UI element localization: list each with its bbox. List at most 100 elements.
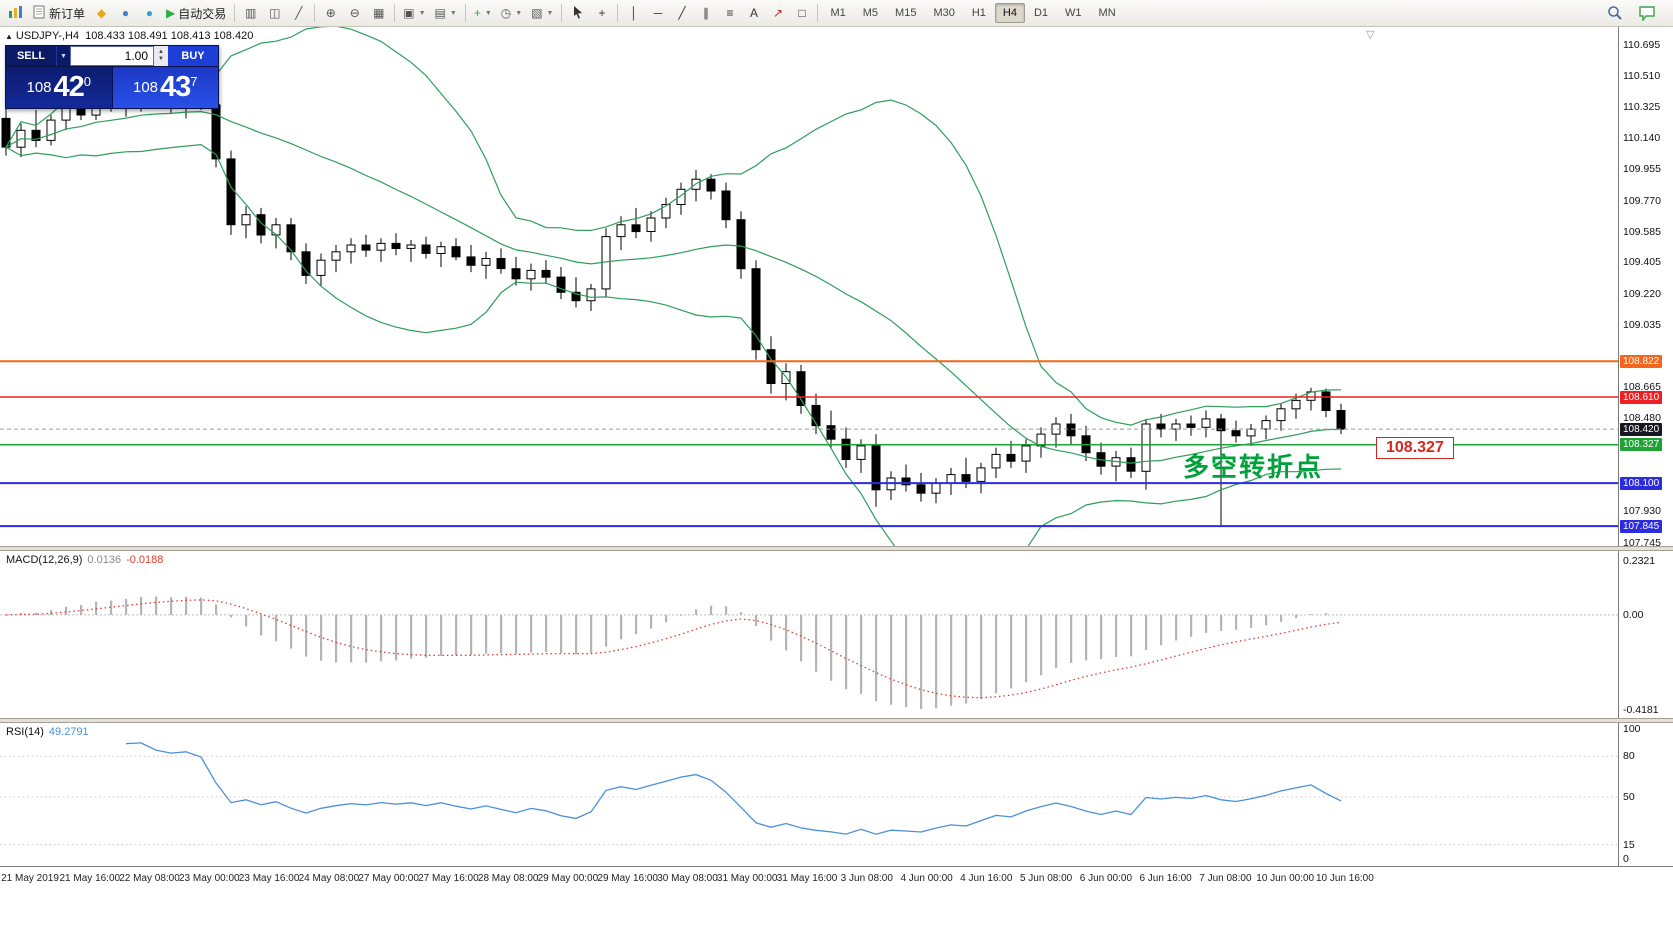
time-tick: 10 Jun 16:00 (1315, 873, 1374, 884)
profiles-button[interactable]: ▤ ▼ (431, 2, 461, 24)
buy-price-button[interactable]: 108 43 7 (111, 67, 218, 108)
volume-input[interactable]: 1.00 (70, 46, 154, 66)
zoom-out-button[interactable]: ⊖ (343, 2, 366, 24)
price-level-tag: 108.327 (1620, 438, 1663, 452)
macd-tick: 0.00 (1623, 608, 1644, 621)
indicators-button[interactable]: + ▼ (470, 2, 496, 24)
crosshair-icon: + (598, 6, 606, 20)
profiles-icon: ▤ (434, 6, 446, 20)
toolbar-right-icons (1603, 2, 1669, 24)
price-tick: 109.585 (1623, 225, 1661, 238)
volume-stepper[interactable]: ▲ ▼ (154, 46, 168, 66)
timeframe-w1[interactable]: W1 (1065, 7, 1082, 19)
tile-windows-button[interactable]: ▦ (367, 2, 390, 24)
one-click-trading-panel: SELL ▼ 1.00 ▲ ▼ BUY 108 42 0 108 43 7 (5, 45, 219, 109)
timeframe-m30[interactable]: M30 (933, 7, 955, 19)
macd-chart[interactable] (0, 551, 1618, 718)
time-tick: 6 Jun 16:00 (1139, 873, 1192, 884)
chart-window[interactable]: ▲ USDJPY-,H4 108.433 108.491 108.413 108.4… (0, 27, 1673, 546)
cursor-button[interactable] (566, 2, 589, 24)
price-tick: 109.405 (1623, 256, 1661, 269)
time-tick: 6 Jun 00:00 (1079, 873, 1133, 884)
text-button[interactable]: A (742, 2, 765, 24)
rsi-chart[interactable] (0, 723, 1618, 866)
search-icon[interactable] (1603, 2, 1627, 24)
trendline-icon: ╱ (678, 6, 686, 20)
zoom-in-button[interactable]: ⊕ (319, 2, 342, 24)
templates-button[interactable]: ▧ ▼ (527, 2, 557, 24)
autotrading-icon: ▶ (166, 6, 176, 20)
shapes-button[interactable]: □ (790, 2, 813, 24)
rsi-axis[interactable]: 100 80 50 15 0 (1618, 723, 1673, 866)
timeframe-m5[interactable]: M5 (862, 7, 879, 19)
rsi-panel[interactable]: RSI(14) 49.2791 100 80 50 15 0 (0, 723, 1673, 866)
new-chart-button[interactable]: ▣ ▼ (399, 2, 429, 24)
macd-axis[interactable]: 0.2321 0.00 -0.4181 (1618, 551, 1673, 718)
bars-chart-button[interactable]: ▥ (239, 2, 262, 24)
price-tick: 110.695 (1623, 38, 1661, 51)
price-callout-label: 108.327 (1376, 437, 1454, 459)
time-tick: 29 May 16:00 (597, 873, 658, 884)
fibonacci-button[interactable]: ≡ (718, 2, 741, 24)
toolbar-separator (464, 4, 466, 22)
time-tick: 3 Jun 08:00 (840, 873, 893, 884)
rsi-tick: 15 (1623, 838, 1635, 851)
panel-divider[interactable] (0, 718, 1673, 723)
channel-button[interactable]: ∥ (694, 2, 717, 24)
price-tick: 110.510 (1623, 69, 1661, 82)
time-tick: 21 May 16:00 (59, 873, 121, 884)
sell-price-button[interactable]: 108 42 0 (6, 67, 112, 108)
arrows-button[interactable]: ↗ (766, 2, 789, 24)
sell-price-pips: 42 (53, 71, 85, 104)
periods-button[interactable]: ◷ ▼ (497, 2, 526, 24)
vertical-line-button[interactable]: │ (622, 2, 645, 24)
navigator-icon-icon: ● (145, 6, 154, 20)
crosshair-button[interactable]: + (590, 2, 613, 24)
time-tick: 27 May 16:00 (418, 873, 479, 884)
timeframe-h1[interactable]: H1 (971, 7, 986, 19)
rsi-tick: 50 (1623, 791, 1635, 803)
sell-button[interactable]: SELL (6, 46, 56, 66)
new-order-button[interactable]: 新订单 (29, 2, 89, 24)
macd-panel[interactable]: MACD(12,26,9) 0.0136 -0.0188 0.2321 0.00 -0.… (0, 551, 1673, 718)
time-tick: 10 Jun 00:00 (1256, 873, 1315, 884)
chevron-down-icon: ▼ (546, 9, 554, 17)
buy-price-point: 7 (190, 74, 198, 89)
macd-value: 0.0136 (87, 554, 122, 566)
rsi-tick: 0 (1623, 853, 1629, 865)
macd-signal-value: -0.0188 (126, 554, 164, 566)
sell-dropdown-icon[interactable]: ▼ (56, 46, 70, 66)
terminal-logo-icon[interactable] (4, 2, 28, 24)
horizontal-line-icon: ─ (653, 6, 663, 20)
timeframe-m1[interactable]: M1 (830, 7, 846, 19)
buy-button[interactable]: BUY (168, 46, 218, 66)
candles-chart-button[interactable]: ◫ (263, 2, 286, 24)
navigator-icon[interactable]: ● (138, 2, 161, 24)
trade-panel-top-row: SELL ▼ 1.00 ▲ ▼ BUY (6, 46, 218, 67)
timeframe-m15[interactable]: M15 (895, 7, 917, 19)
main-toolbar: 新订单 ◆ ● ● ▶ 自动交易 ▥ ◫ ╱ ⊕ ⊖ ▦ ▣ ▼ ▤ ▼ + ▼ ◷ ▼ ▧ ▼ + │ ─ ╱ ∥ ≡ A ↗ □ M1 M5… (0, 0, 1673, 27)
time-tick: 23 May 16:00 (238, 873, 300, 884)
time-axis[interactable]: 21 May 2019 21 May 16:00 22 May 08:00 23 Ma… (0, 866, 1673, 892)
profile-icon[interactable]: ◆ (90, 2, 113, 24)
timeframe-d1[interactable]: D1 (1033, 7, 1049, 19)
price-axis[interactable]: 110.695 110.510 110.325 110.140 109.955 109.7… (1618, 27, 1673, 546)
timeframe-h4[interactable]: H4 (994, 3, 1025, 23)
market-watch-icon[interactable]: ● (114, 2, 137, 24)
price-chart[interactable] (0, 27, 1618, 546)
indicators-icon: + (473, 6, 481, 20)
turning-point-annotation: 多空转折点 (1183, 453, 1324, 483)
horizontal-line-button[interactable]: ─ (646, 2, 669, 24)
zoom-out-icon: ⊖ (349, 6, 360, 20)
price-tick: 107.930 (1623, 505, 1661, 518)
trendline-button[interactable]: ╱ (670, 2, 693, 24)
autotrading-button[interactable]: ▶ 自动交易 (166, 6, 227, 21)
panel-divider[interactable] (0, 546, 1673, 551)
chat-icon[interactable] (1635, 2, 1659, 24)
shapes-icon: □ (798, 6, 806, 20)
price-level-tag: 107.845 (1620, 519, 1663, 533)
line-chart-button[interactable]: ╱ (287, 2, 310, 24)
chart-shift-marker-icon[interactable]: ▽ (1366, 29, 1375, 41)
timeframe-mn[interactable]: MN (1098, 7, 1116, 19)
chevron-down-icon: ▼ (515, 9, 523, 17)
